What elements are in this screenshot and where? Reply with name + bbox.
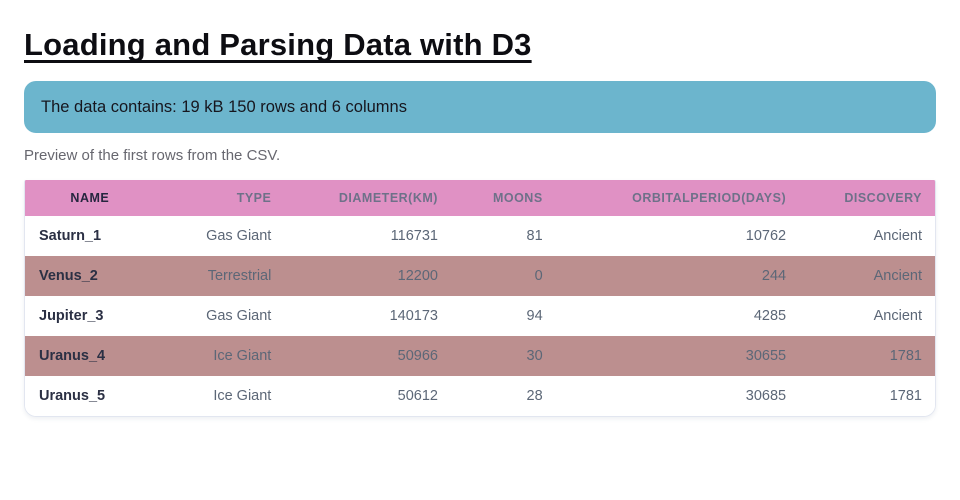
cell-orbital_period_days: 244 [555, 256, 800, 297]
table-header: NAME TYPE DIAMETER(KM) MOONS ORBITALPERIOD(D… [25, 180, 935, 217]
cell-discovery: Ancient [799, 216, 935, 257]
page-container: Loading and Parsing Data with D3 The dat… [0, 27, 960, 418]
cell-type: Gas Giant [154, 296, 285, 337]
preview-caption: Preview of the first rows from the CSV. [24, 147, 281, 165]
cell-diameter_km: 12200 [284, 256, 451, 297]
cell-name: Jupiter_3 [25, 296, 155, 337]
cell-name: Uranus_4 [25, 336, 155, 377]
cell-moons: 28 [450, 376, 556, 417]
cell-name: Saturn_1 [25, 216, 155, 257]
cell-orbital_period_days: 30685 [555, 376, 800, 417]
column-header-discovery: DISCOVERY [799, 180, 935, 217]
table-row: Saturn_1 Gas Giant 116731 81 10762 Ancient [25, 216, 935, 257]
csv-preview-table: NAME TYPE DIAMETER(KM) MOONS ORBITALPERIOD(D… [25, 180, 935, 417]
cell-moons: 0 [450, 256, 556, 297]
cell-moons: 30 [450, 336, 556, 377]
cell-type: Gas Giant [154, 216, 285, 257]
cell-orbital_period_days: 10762 [555, 216, 800, 257]
cell-orbital_period_days: 30655 [555, 336, 800, 377]
cell-diameter_km: 50612 [284, 376, 451, 417]
column-header-type: TYPE [154, 180, 285, 217]
csv-preview-table-wrapper: NAME TYPE DIAMETER(KM) MOONS ORBITALPERIOD(D… [24, 180, 936, 418]
cell-diameter_km: 140173 [284, 296, 451, 337]
cell-orbital_period_days: 4285 [555, 296, 800, 337]
cell-discovery: 1781 [799, 336, 935, 377]
table-header-row: NAME TYPE DIAMETER(KM) MOONS ORBITALPERIOD(D… [25, 180, 935, 217]
table-body: Saturn_1 Gas Giant 116731 81 10762 Ancient Ven… [25, 216, 935, 417]
table-row: Venus_2 Terrestrial 12200 0 244 Ancient [25, 256, 935, 297]
cell-name: Uranus_5 [25, 376, 155, 417]
cell-discovery: 1781 [799, 376, 935, 417]
column-header-diameter_km: DIAMETER(KM) [284, 180, 451, 217]
column-header-moons: MOONS [450, 180, 556, 217]
table-row: Uranus_4 Ice Giant 50966 30 30655 1781 [25, 336, 935, 377]
cell-type: Ice Giant [154, 336, 285, 377]
cell-moons: 94 [450, 296, 556, 337]
cell-diameter_km: 50966 [284, 336, 451, 377]
cell-type: Ice Giant [154, 376, 285, 417]
data-summary-banner: The data contains: 19 kB 150 rows and 6 … [24, 81, 936, 134]
cell-name: Venus_2 [25, 256, 155, 297]
cell-moons: 81 [450, 216, 556, 257]
cell-discovery: Ancient [799, 296, 935, 337]
cell-type: Terrestrial [154, 256, 285, 297]
cell-discovery: Ancient [799, 256, 935, 297]
column-header-orbital_period_days: ORBITALPERIOD(DAYS) [555, 180, 800, 217]
page-title: Loading and Parsing Data with D3 [24, 27, 532, 62]
table-row: Uranus_5 Ice Giant 50612 28 30685 1781 [25, 376, 935, 417]
table-row: Jupiter_3 Gas Giant 140173 94 4285 Ancient [25, 296, 935, 337]
column-header-name: NAME [25, 180, 155, 217]
cell-diameter_km: 116731 [284, 216, 451, 257]
